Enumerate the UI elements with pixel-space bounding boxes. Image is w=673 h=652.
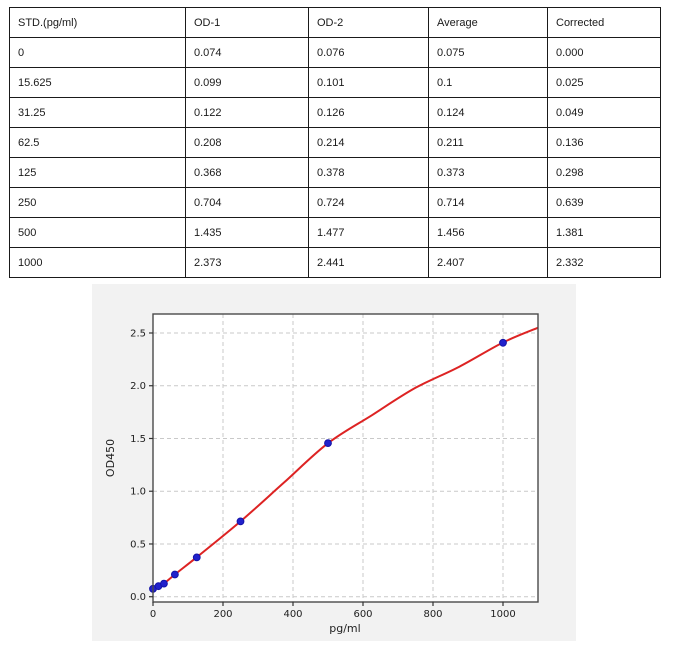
table-cell: 0.124 bbox=[428, 97, 548, 128]
table-cell: 0.724 bbox=[308, 187, 429, 218]
data-point bbox=[236, 517, 245, 526]
x-tick-label: 800 bbox=[423, 609, 442, 620]
y-tick-label: 1.5 bbox=[130, 434, 146, 445]
table-row: 62.5 0.208 0.214 0.211 0.136 bbox=[9, 127, 661, 158]
plot-border bbox=[152, 313, 539, 603]
y-axis-label: OD450 bbox=[104, 439, 117, 477]
data-point bbox=[160, 579, 168, 588]
table-cell: 0.075 bbox=[428, 37, 548, 68]
table-row: 250 0.704 0.724 0.714 0.639 bbox=[9, 187, 661, 218]
x-tick-label: 1000 bbox=[490, 609, 515, 620]
y-tick-label: 0.5 bbox=[130, 539, 146, 550]
table-cell: 0.126 bbox=[308, 97, 429, 128]
table-body: 0 0.074 0.076 0.075 0.000 15.625 0.099 0.101 0.1… bbox=[9, 37, 661, 278]
table-header-row: STD.(pg/ml) OD-1 OD-2 Average Corrected bbox=[9, 7, 661, 38]
table-cell: 2.441 bbox=[308, 247, 429, 278]
table-cell: 1.381 bbox=[547, 217, 661, 248]
table-cell: 0.211 bbox=[428, 127, 548, 158]
table-row: 31.25 0.122 0.126 0.124 0.049 bbox=[9, 97, 661, 128]
table-cell: 62.5 bbox=[9, 127, 186, 158]
table-row: 15.625 0.099 0.101 0.1 0.025 bbox=[9, 67, 661, 98]
standard-curve-figure: 0 200 400 600 800 1000 0.0 0.5 1.0 1.5 2.0 2.5 pg/m… bbox=[92, 284, 576, 641]
table-cell: 2.373 bbox=[185, 247, 309, 278]
table-cell: 0.000 bbox=[547, 37, 661, 68]
chart-render-layer: 0 200 400 600 800 1000 0.0 0.5 1.0 1.5 2.0 2.5 bbox=[130, 313, 539, 620]
table-cell: 2.407 bbox=[428, 247, 548, 278]
standards-table: STD.(pg/ml) OD-1 OD-2 Average Corrected 0 0.0… bbox=[9, 7, 661, 278]
x-axis-label: pg/ml bbox=[329, 622, 360, 635]
table-cell: 1.456 bbox=[428, 217, 548, 248]
table-header-cell: OD-2 bbox=[308, 7, 429, 38]
table-cell: 250 bbox=[9, 187, 186, 218]
table-header-cell: STD.(pg/ml) bbox=[9, 7, 186, 38]
table-cell: 0.076 bbox=[308, 37, 429, 68]
table-cell: 0.373 bbox=[428, 157, 548, 188]
table-cell: 15.625 bbox=[9, 67, 186, 98]
x-tick-label: 400 bbox=[283, 609, 302, 620]
table-cell: 0.136 bbox=[547, 127, 661, 158]
y-tick-label: 2.5 bbox=[130, 328, 146, 339]
x-tick-label: 600 bbox=[353, 609, 372, 620]
table-cell: 2.332 bbox=[547, 247, 661, 278]
table-row: 500 1.435 1.477 1.456 1.381 bbox=[9, 217, 661, 248]
table-cell: 0 bbox=[9, 37, 186, 68]
table-header-cell: Corrected bbox=[547, 7, 661, 38]
table-cell: 0.298 bbox=[547, 157, 661, 188]
table-cell: 0.122 bbox=[185, 97, 309, 128]
table-cell: 0.074 bbox=[185, 37, 309, 68]
table-cell: 1000 bbox=[9, 247, 186, 278]
table-cell: 0.099 bbox=[185, 67, 309, 98]
x-tick-label: 200 bbox=[213, 609, 232, 620]
table-cell: 0.049 bbox=[547, 97, 661, 128]
table-cell: 0.1 bbox=[428, 67, 548, 98]
table-header: STD.(pg/ml) OD-1 OD-2 Average Corrected bbox=[9, 7, 661, 38]
table-cell: 0.704 bbox=[185, 187, 309, 218]
data-point bbox=[324, 439, 332, 448]
table-cell: 0.101 bbox=[308, 67, 429, 98]
table-cell: 1.477 bbox=[308, 217, 429, 248]
table-cell: 125 bbox=[9, 157, 186, 188]
y-tick-label: 2.0 bbox=[130, 381, 146, 392]
y-tick-label: 1.0 bbox=[130, 487, 146, 498]
table-row: 0 0.074 0.076 0.075 0.000 bbox=[9, 37, 661, 68]
data-point bbox=[170, 570, 179, 579]
table-row: 125 0.368 0.378 0.373 0.298 bbox=[9, 157, 661, 188]
plot-area bbox=[153, 314, 538, 602]
table-header-cell: OD-1 bbox=[185, 7, 309, 38]
data-point bbox=[499, 338, 507, 347]
table-cell: 0.214 bbox=[308, 127, 429, 158]
table-cell: 0.639 bbox=[547, 187, 661, 218]
table-cell: 0.378 bbox=[308, 157, 429, 188]
table-cell: 0.208 bbox=[185, 127, 309, 158]
y-tick-label: 0.0 bbox=[130, 592, 146, 603]
table-row: 1000 2.373 2.441 2.407 2.332 bbox=[9, 247, 661, 278]
table-cell: 31.25 bbox=[9, 97, 186, 128]
table-cell: 0.368 bbox=[185, 157, 309, 188]
table-cell: 500 bbox=[9, 217, 186, 248]
standard-curve-chart: 0 200 400 600 800 1000 0.0 0.5 1.0 1.5 2.0 2.5 pg/m… bbox=[92, 284, 576, 641]
table-cell: 0.025 bbox=[547, 67, 661, 98]
table-cell: 1.435 bbox=[185, 217, 309, 248]
table-cell: 0.714 bbox=[428, 187, 548, 218]
x-tick-label: 0 bbox=[150, 609, 156, 620]
data-point bbox=[192, 553, 201, 562]
table-header-cell: Average bbox=[428, 7, 548, 38]
